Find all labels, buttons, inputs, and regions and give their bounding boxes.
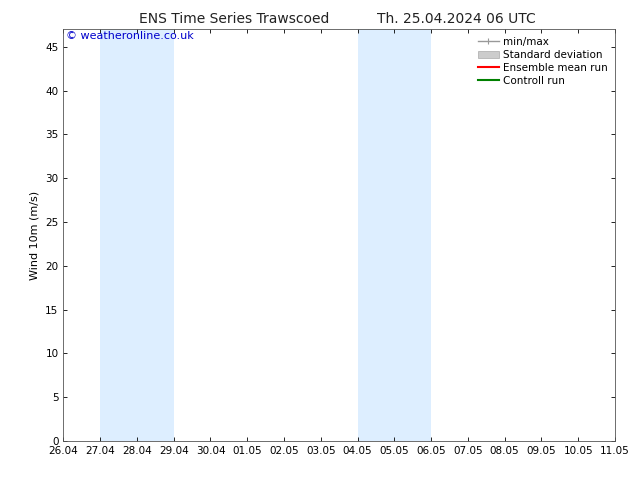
Legend: min/max, Standard deviation, Ensemble mean run, Controll run: min/max, Standard deviation, Ensemble me… — [474, 32, 612, 90]
Text: © weatheronline.co.uk: © weatheronline.co.uk — [66, 31, 194, 42]
Text: ENS Time Series Trawscoed: ENS Time Series Trawscoed — [139, 12, 330, 26]
Bar — [358, 29, 431, 441]
Bar — [100, 29, 174, 441]
Text: Th. 25.04.2024 06 UTC: Th. 25.04.2024 06 UTC — [377, 12, 536, 26]
Y-axis label: Wind 10m (m/s): Wind 10m (m/s) — [30, 191, 40, 280]
